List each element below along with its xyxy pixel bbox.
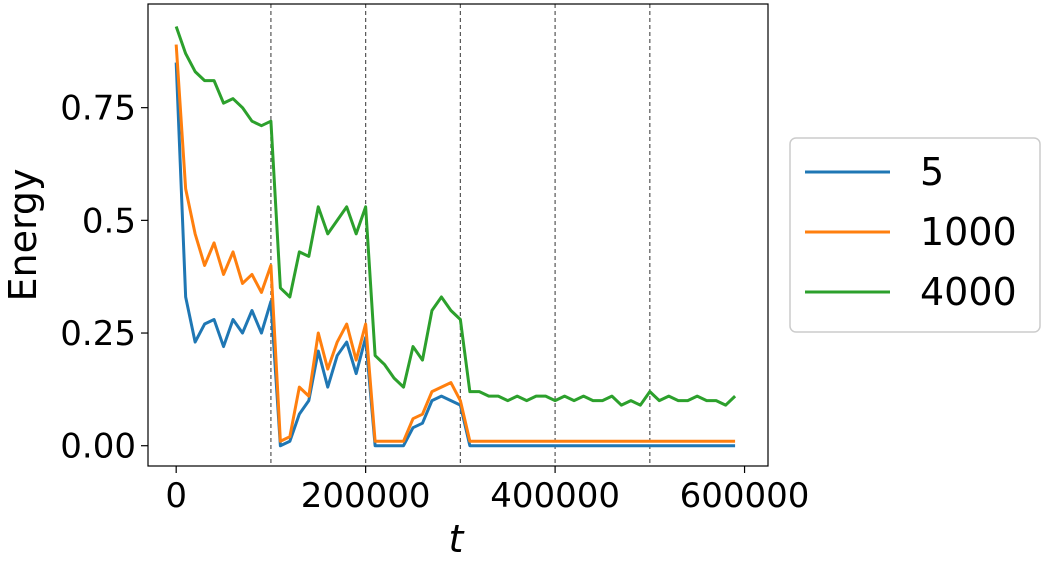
legend-box <box>789 137 1041 333</box>
plot-frame <box>147 3 769 467</box>
x-tick-label: 600000 <box>680 476 810 516</box>
legend-label: 4000 <box>920 270 1017 314</box>
y-axis-label: Energy <box>1 168 45 301</box>
x-tick-label: 400000 <box>490 476 620 516</box>
series-line <box>174 26 737 407</box>
x-tick-label: 200000 <box>301 476 431 516</box>
x-axis-label: t <box>449 517 466 561</box>
y-tick-label: 0.25 <box>60 314 136 354</box>
legend-label: 5 <box>920 150 944 194</box>
y-tick-label: 0.00 <box>60 427 136 467</box>
y-tick-label: 0.75 <box>60 89 136 129</box>
series-line <box>174 62 736 448</box>
series-line <box>174 44 736 443</box>
legend-label: 1000 <box>920 210 1017 254</box>
y-tick-label: 0.5 <box>82 201 136 241</box>
x-tick-label: 0 <box>165 476 187 516</box>
